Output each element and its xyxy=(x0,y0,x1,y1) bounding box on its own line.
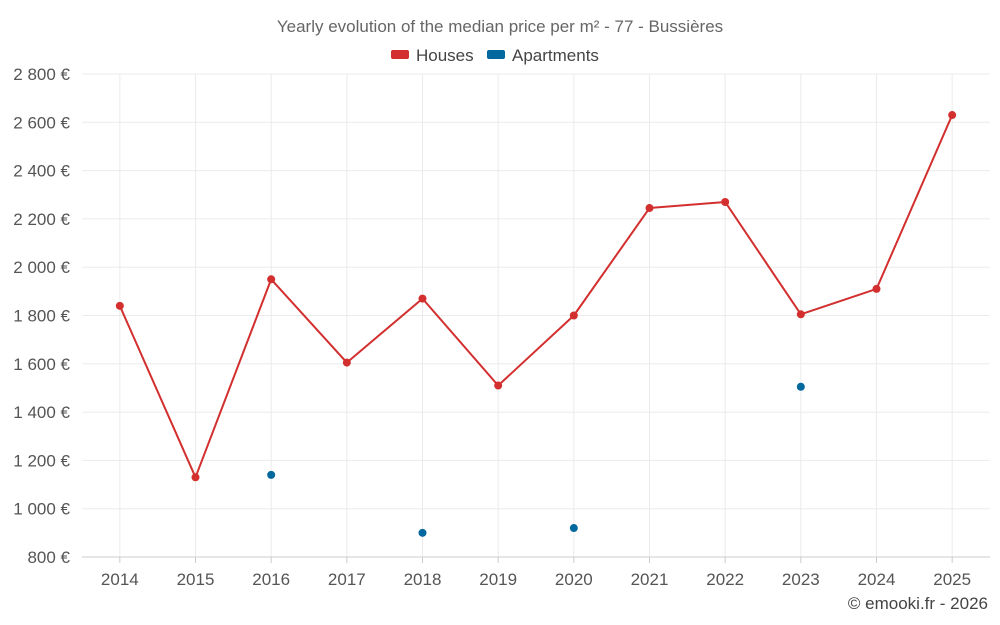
legend-item-houses[interactable]: Houses xyxy=(391,46,474,65)
legend-swatch-apartments xyxy=(487,50,505,59)
legend: Houses Apartments xyxy=(391,46,599,65)
y-tick-label: 1 600 € xyxy=(13,355,70,374)
data-point-houses[interactable] xyxy=(872,284,881,293)
data-point-apartments[interactable] xyxy=(569,524,578,533)
series-line-houses xyxy=(118,114,954,479)
x-tick-label: 2025 xyxy=(933,570,971,589)
x-tick-label: 2018 xyxy=(404,570,442,589)
y-tick-label: 2 800 € xyxy=(13,65,70,84)
y-tick-label: 2 200 € xyxy=(13,210,70,229)
x-tick-label: 2020 xyxy=(555,570,593,589)
data-point-houses[interactable] xyxy=(494,381,503,390)
legend-swatch-houses xyxy=(391,50,409,59)
credit-text: © emooki.fr - 2026 xyxy=(848,594,988,613)
x-tick-label: 2015 xyxy=(177,570,215,589)
data-point-apartments[interactable] xyxy=(418,528,427,537)
data-point-houses[interactable] xyxy=(342,358,351,367)
x-tick-label: 2016 xyxy=(252,570,290,589)
legend-label-houses: Houses xyxy=(416,46,474,65)
data-point-houses[interactable] xyxy=(418,294,427,303)
data-point-houses[interactable] xyxy=(796,310,805,319)
y-tick-label: 1 200 € xyxy=(13,451,70,470)
data-point-houses[interactable] xyxy=(115,301,124,310)
data-point-houses[interactable] xyxy=(267,275,276,284)
x-tick-label: 2024 xyxy=(858,570,896,589)
plot-area xyxy=(115,111,957,537)
x-tick-label: 2023 xyxy=(782,570,820,589)
x-tick-label: 2022 xyxy=(706,570,744,589)
y-tick-label: 800 € xyxy=(27,548,70,567)
y-tick-label: 1 000 € xyxy=(13,500,70,519)
data-point-houses[interactable] xyxy=(191,473,200,482)
y-tick-label: 2 000 € xyxy=(13,258,70,277)
x-axis: 2014 2015 2016 2017 2018 2019 2020 2021 2022 2023… xyxy=(82,556,990,589)
grid xyxy=(82,73,990,558)
y-tick-label: 2 600 € xyxy=(13,113,70,132)
data-point-apartments[interactable] xyxy=(267,470,276,479)
y-axis: 800 € 1 000 € 1 200 € 1 400 € 1 600 € 1 800 €… xyxy=(13,65,70,567)
legend-label-apartments: Apartments xyxy=(512,46,599,65)
legend-item-apartments[interactable]: Apartments xyxy=(487,46,599,65)
data-point-houses[interactable] xyxy=(721,197,730,206)
x-tick-label: 2019 xyxy=(479,570,517,589)
chart-title: Yearly evolution of the median price per… xyxy=(277,17,723,36)
y-tick-label: 2 400 € xyxy=(13,162,70,181)
series-houses xyxy=(115,111,957,482)
data-point-houses[interactable] xyxy=(569,311,578,320)
series-apartments xyxy=(267,382,805,537)
x-tick-label: 2014 xyxy=(101,570,139,589)
x-tick-label: 2021 xyxy=(631,570,669,589)
data-point-houses[interactable] xyxy=(645,204,654,213)
x-tick-label: 2017 xyxy=(328,570,366,589)
data-point-houses[interactable] xyxy=(948,111,957,120)
y-tick-label: 1 800 € xyxy=(13,307,70,326)
data-point-apartments[interactable] xyxy=(796,382,805,391)
y-tick-label: 1 400 € xyxy=(13,403,70,422)
